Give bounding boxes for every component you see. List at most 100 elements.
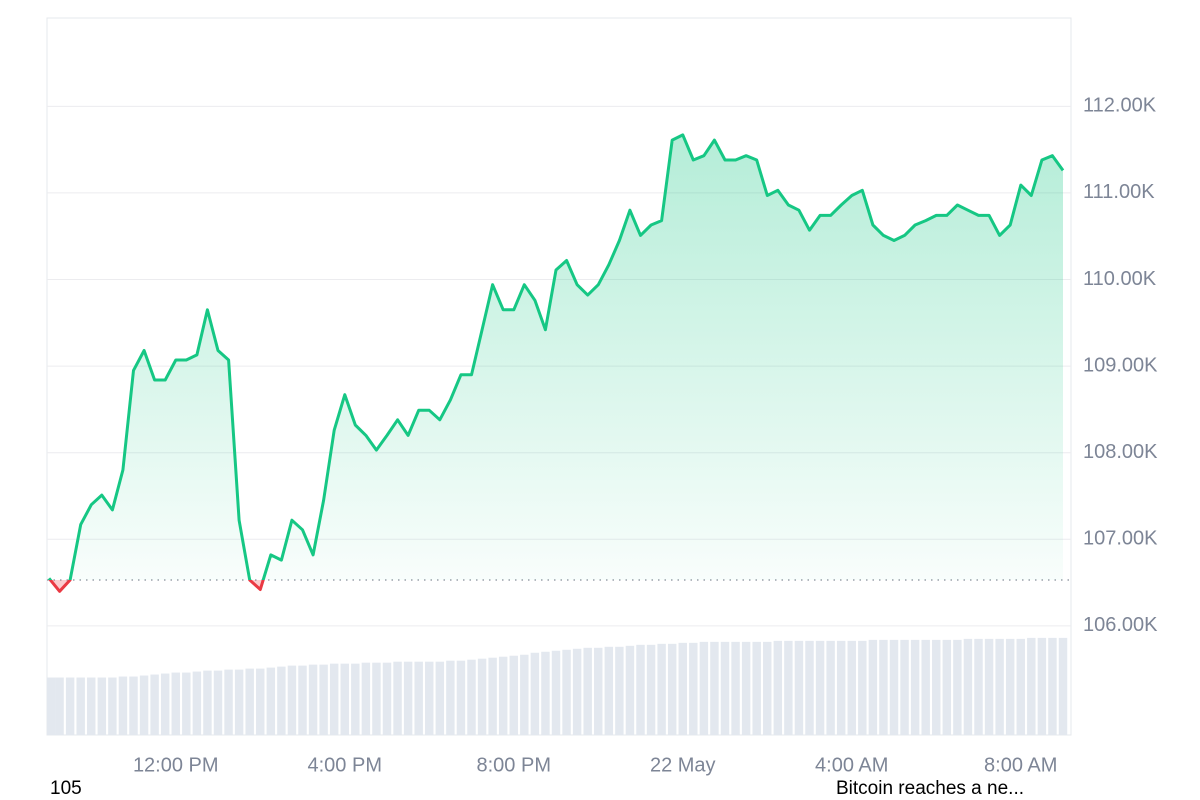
volume-bar	[467, 659, 476, 735]
volume-bar	[97, 677, 107, 735]
volume-bar	[403, 661, 413, 735]
volume-bar	[298, 665, 307, 735]
y-tick-label: 110.00K	[1083, 268, 1157, 290]
volume-bar	[805, 640, 814, 735]
volume-bar	[456, 660, 466, 735]
volume-bar	[942, 639, 952, 735]
volume-bar	[731, 641, 740, 735]
volume-bar	[657, 643, 666, 735]
x-tick-label: 4:00 AM	[815, 754, 888, 776]
volume-bar	[815, 640, 825, 735]
volume-bar	[1016, 638, 1025, 735]
volume-bar	[678, 642, 687, 735]
volume-bar	[932, 639, 941, 735]
volume-bar	[393, 661, 402, 735]
volume-bar	[47, 677, 56, 735]
volume-bar	[1005, 638, 1015, 735]
volume-bar	[118, 676, 128, 735]
volume-bar	[953, 639, 962, 735]
volume-bar	[583, 647, 592, 735]
volume-bar	[868, 639, 878, 735]
x-tick-label: 8:00 PM	[477, 754, 551, 776]
volume-bar	[65, 677, 75, 735]
volume-bar	[372, 662, 381, 735]
y-tick-label: 107.00K	[1083, 528, 1158, 550]
volume-bar	[689, 642, 698, 735]
volume-bar	[530, 652, 540, 735]
volume-bar	[974, 638, 983, 735]
y-tick-label: 111.00K	[1083, 181, 1155, 203]
volume-bar	[498, 656, 508, 735]
y-tick-label: 109.00K	[1083, 354, 1158, 376]
price-line	[47, 133, 1065, 593]
volume-bar	[826, 640, 835, 735]
volume-bar	[1058, 637, 1068, 735]
area-up	[49, 134, 1063, 580]
volume-bar	[234, 669, 244, 735]
volume-bar	[699, 641, 709, 735]
volume-bar	[509, 655, 518, 735]
volume-bar	[435, 661, 445, 735]
volume-bar	[87, 677, 96, 735]
volume-bar	[594, 647, 603, 735]
axis-labels: 106.00K 107.00K 108.00K 109.00K 110.00K 111.0…	[133, 95, 1158, 777]
price-area	[49, 134, 1063, 592]
volume-bar	[615, 646, 624, 735]
volume-bar	[889, 639, 899, 735]
volume-bar	[741, 641, 751, 735]
volume-bar	[477, 658, 487, 735]
volume-bar	[192, 671, 202, 735]
volume-bar	[266, 667, 276, 735]
volume-bar	[108, 677, 117, 735]
volume-bar	[129, 676, 138, 735]
volume-bar	[604, 646, 614, 735]
volume-bar	[351, 663, 360, 735]
volume-bar	[340, 663, 349, 735]
volume-bar	[572, 648, 582, 735]
volume-bar	[245, 668, 254, 735]
volume-bar	[963, 638, 973, 735]
volume-bar	[520, 654, 529, 735]
volume-bar	[646, 644, 656, 735]
volume-bar	[213, 670, 223, 735]
volume-bar	[1048, 637, 1057, 735]
volume-bar	[995, 638, 1004, 735]
volume-bar	[720, 641, 730, 735]
volume-bar	[76, 677, 85, 735]
x-tick-label: 8:00 AM	[984, 754, 1057, 776]
y-tick-label: 112.00K	[1083, 95, 1157, 117]
volume-bar	[752, 641, 761, 735]
volume-bar	[287, 665, 297, 735]
volume-bar	[858, 640, 867, 735]
volume-bar	[847, 640, 856, 735]
volume-bar	[160, 673, 170, 735]
volume-bar	[636, 644, 645, 735]
volume-bar	[382, 662, 392, 735]
volume-bar	[773, 640, 783, 735]
volume-bar	[921, 639, 930, 735]
volume-bar	[361, 662, 371, 735]
volume-bar	[1037, 637, 1047, 735]
volume-bar	[308, 664, 318, 735]
line-up	[47, 133, 1065, 580]
volume-bar	[203, 670, 212, 735]
volume-bars	[47, 637, 1068, 735]
volume-bar	[425, 661, 434, 735]
volume-bar	[625, 645, 635, 735]
volume-bar	[551, 650, 561, 735]
volume-bar	[446, 660, 455, 735]
volume-bar	[329, 663, 339, 735]
volume-bar	[182, 672, 191, 735]
volume-bar	[139, 675, 149, 735]
volume-bar	[562, 649, 571, 735]
footer-right[interactable]: Bitcoin reaches a ne...	[836, 778, 1024, 799]
volume-bar	[763, 641, 772, 735]
volume-bar	[900, 639, 909, 735]
y-tick-label: 108.00K	[1083, 441, 1158, 463]
volume-bar	[319, 664, 328, 735]
volume-bar	[224, 669, 233, 735]
y-tick-label: 106.00K	[1083, 614, 1158, 636]
volume-bar	[794, 640, 804, 735]
volume-bar	[256, 668, 265, 735]
